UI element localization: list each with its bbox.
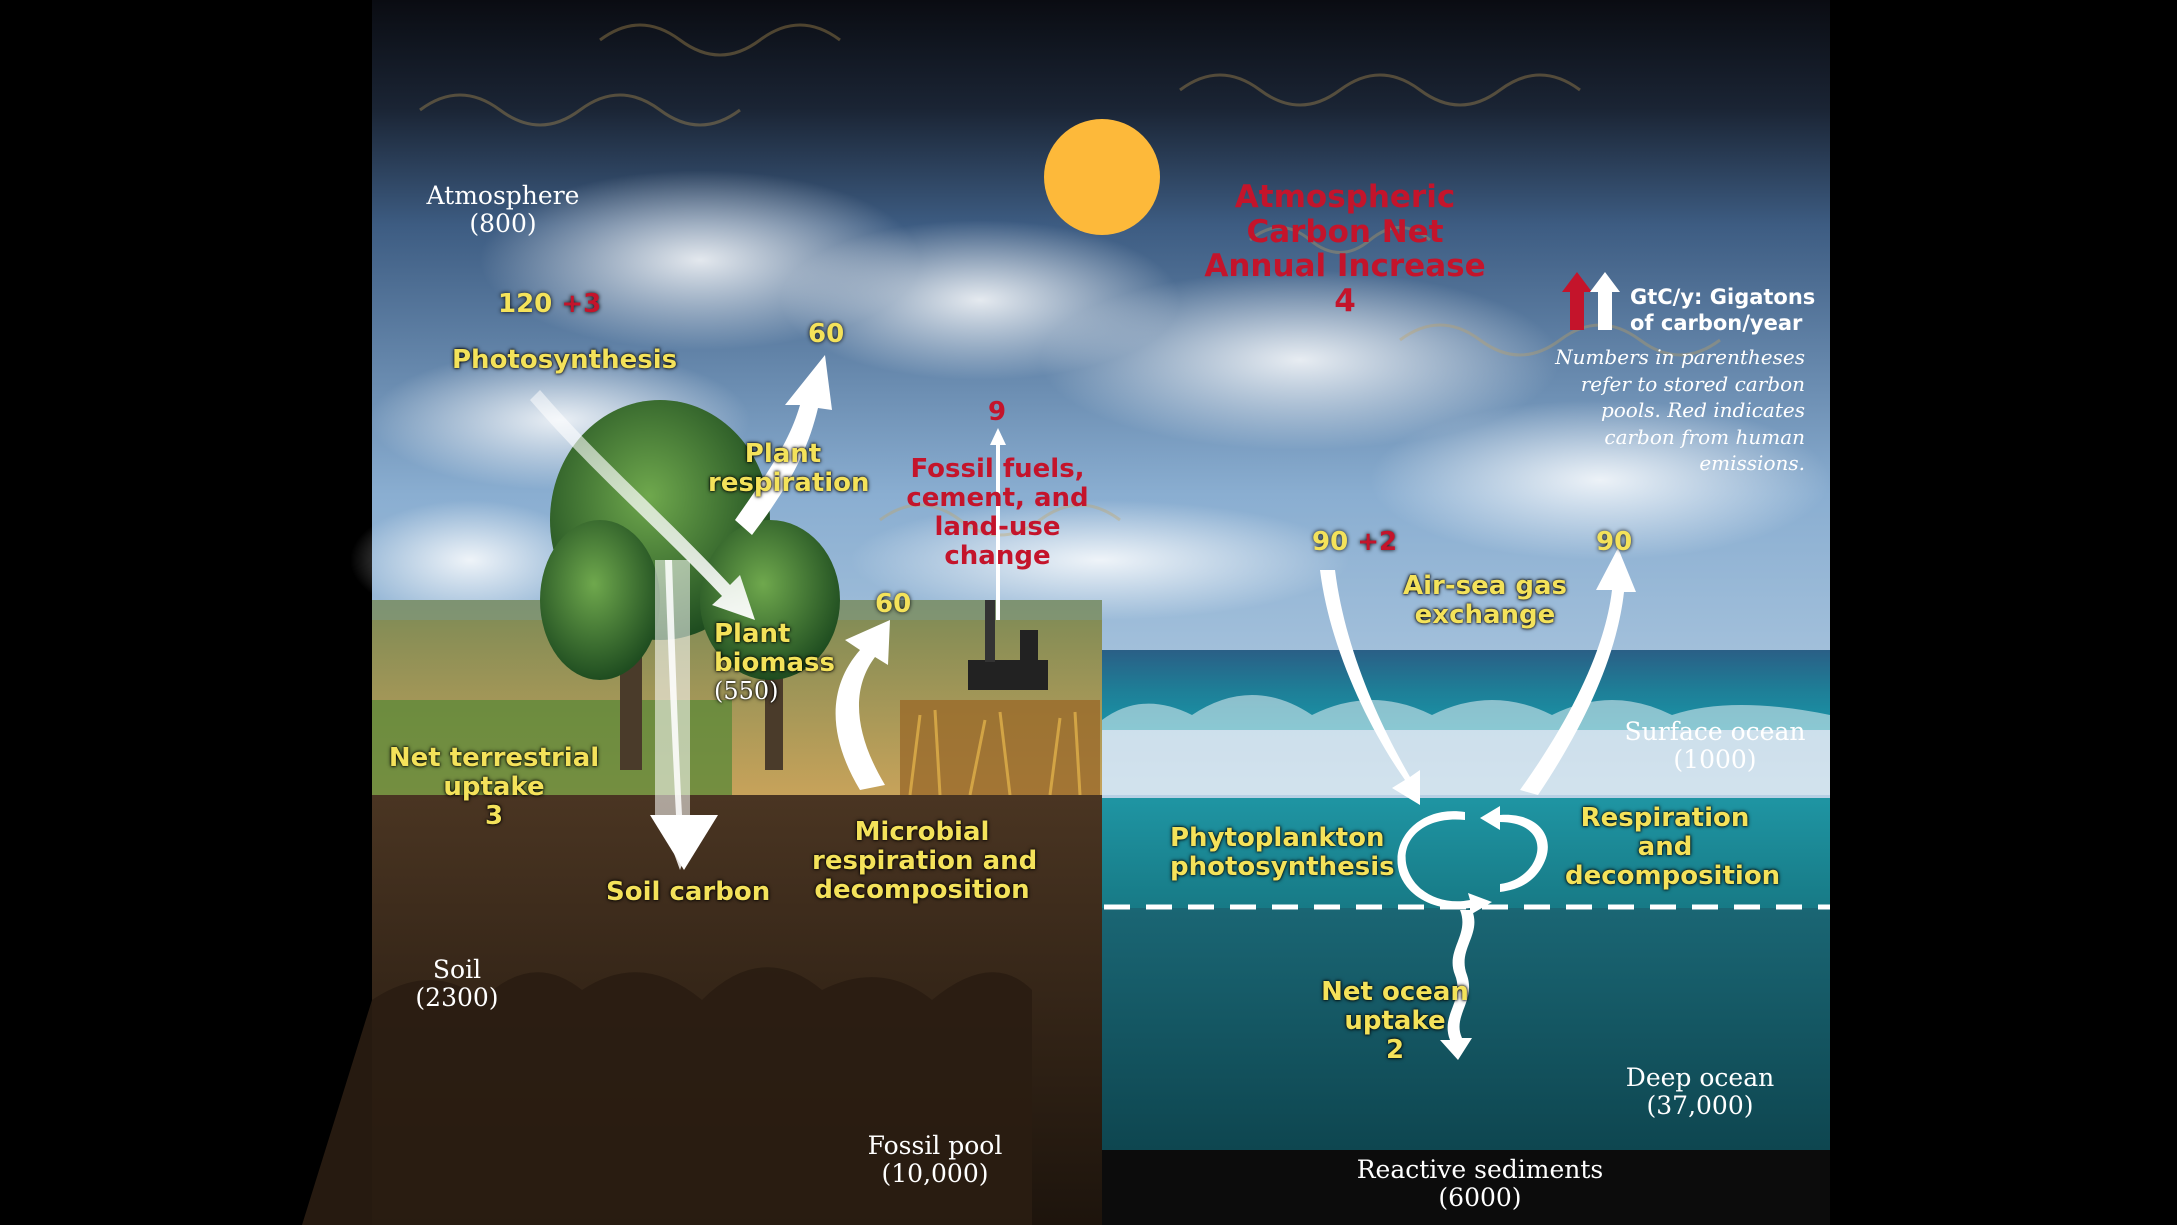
- plant-respiration-flux: 60: [808, 319, 845, 349]
- photosynthesis-label: Photosynthesis: [452, 345, 678, 375]
- sediment-layer: [1102, 1150, 1830, 1225]
- atmosphere-label: Atmosphere (800): [426, 181, 580, 238]
- soil-label: Soil (2300): [415, 955, 499, 1012]
- respiration-cycle-arrow: [1480, 806, 1548, 892]
- fossil-arrow: [996, 440, 1000, 620]
- clouds: [350, 170, 1830, 620]
- plant-respiration-label: Plant respiration: [708, 439, 870, 499]
- plant-respiration-arrow: [735, 355, 832, 535]
- ocean-release-flux: 90: [1596, 527, 1633, 557]
- fossil-pool-label: Fossil pool (10,000): [867, 1131, 1003, 1188]
- surface-ocean: [1102, 798, 1830, 908]
- photosynthesis-arrow: [530, 390, 755, 620]
- sediments-label: Reactive sediments (6000): [1356, 1155, 1604, 1212]
- microbial-flux: 60: [875, 589, 912, 619]
- fossil-label: Fossil fuels, cement, and land-use chang…: [906, 454, 1089, 572]
- ocean-release-arrow: [1520, 548, 1636, 795]
- microbial-label: Microbial respiration and decomposition: [812, 817, 1038, 906]
- ocean-uptake-arrow: [1320, 570, 1420, 805]
- photosynthesis-flux: 120 +3: [498, 289, 602, 319]
- net-ocean-uptake-arrow: [1440, 910, 1475, 1060]
- legend-title: GtC/y: Gigatons of carbon/year: [1630, 285, 1816, 336]
- surface-ocean-label: Surface ocean (1000): [1624, 717, 1806, 774]
- microbial-arrow: [835, 620, 890, 790]
- fossil-flux: 9: [988, 397, 1007, 427]
- net-ocean-label: Net ocean uptake 2: [1321, 977, 1469, 1066]
- legend-red-arrow-icon: [1562, 272, 1592, 330]
- air-sea-label: Air-sea gas exchange: [1403, 571, 1567, 631]
- ocean-respiration-label: Respiration and decomposition: [1565, 803, 1781, 892]
- legend-white-arrow-icon: [1590, 272, 1620, 330]
- phytoplankton-cycle-arrow: [1397, 811, 1492, 915]
- deep-ocean-label: Deep ocean (37,000): [1625, 1063, 1775, 1120]
- net-increase-label: Atmospheric Carbon Net Annual Increase 4: [1204, 179, 1486, 320]
- plant-biomass-label: Plant biomass (550): [714, 619, 835, 706]
- factory-icon: [968, 600, 1048, 690]
- heat-lines: [419, 23, 1721, 537]
- net-terrestrial-label: Net terrestrial uptake 3: [388, 743, 600, 832]
- fossil-rock: [302, 967, 1032, 1225]
- flux-arrows: [530, 272, 1636, 1060]
- soil-carbon-label: Soil carbon: [606, 877, 771, 907]
- ocean-uptake-flux: 90 +2: [1312, 527, 1398, 557]
- sun-icon: [1044, 119, 1160, 235]
- legend-note: Numbers in parentheses refer to stored c…: [1555, 345, 1805, 476]
- phytoplankton-label: Phytoplankton photosynthesis: [1170, 823, 1395, 883]
